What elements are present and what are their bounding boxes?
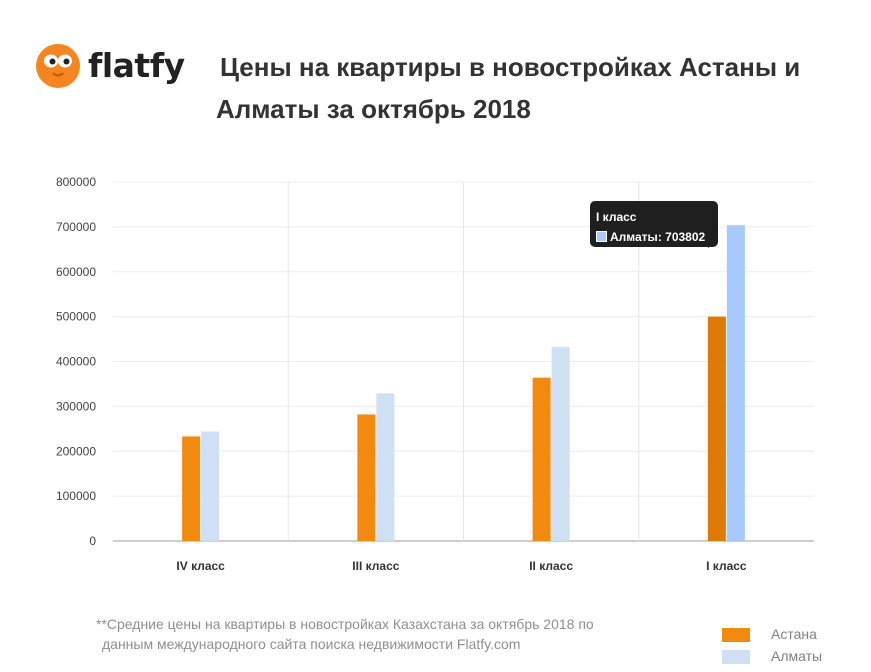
title-line-2: Алматы за октябрь 2018	[216, 94, 531, 124]
tooltip-row: Алматы: 703802	[596, 227, 718, 247]
legend-swatch-almaty	[722, 650, 750, 664]
x-tick-label: IV класс	[176, 559, 225, 573]
footnote-line-2: данным международного сайта поиска недви…	[102, 636, 521, 652]
title-line-1: Цены на квартиры в новостройках Астаны и	[220, 52, 801, 82]
tooltip-category: I класс	[596, 210, 637, 224]
tooltip-swatch	[596, 231, 607, 242]
x-tick-label: II класс	[529, 559, 573, 573]
x-axis-labels: IV класс III класс II класс I класс	[176, 559, 747, 573]
bar-astana[interactable]	[182, 436, 201, 541]
footnote-line-1: **Средние цены на квартиры в новостройка…	[96, 616, 594, 632]
chart-title: Цены на квартиры в новостройках Астаны и…	[216, 46, 816, 130]
bar-almaty[interactable]	[376, 393, 395, 541]
y-tick-label: 300000	[56, 399, 96, 413]
tooltip-value: 703802	[665, 230, 706, 244]
flatfy-logo: flatfy	[36, 42, 185, 88]
bar-almaty[interactable]	[201, 431, 220, 541]
y-tick-label: 700000	[56, 220, 96, 234]
y-tick-label: 0	[89, 534, 96, 548]
bar-astana[interactable]	[357, 414, 376, 541]
legend-swatch-astana	[722, 628, 750, 642]
legend-label-almaty: Алматы	[771, 648, 823, 664]
y-tick-label: 400000	[56, 355, 96, 369]
footnote: **Средние цены на квартиры в новостройка…	[96, 614, 656, 654]
bar-almaty[interactable]	[551, 347, 570, 541]
x-tick-label: III класс	[352, 559, 399, 573]
chart-tooltip: I класс Алматы: 703802	[590, 201, 718, 247]
y-tick-label: 500000	[56, 310, 96, 324]
tooltip-pointer	[708, 236, 716, 248]
legend-label-astana: Астана	[771, 626, 817, 642]
brand-name: flatfy	[88, 46, 185, 85]
bar-astana[interactable]	[532, 377, 551, 541]
chart-bars	[182, 225, 745, 541]
bar-almaty[interactable]	[726, 225, 745, 541]
bar-astana[interactable]	[707, 316, 726, 541]
tooltip-series: Алматы	[610, 230, 658, 244]
y-tick-label: 200000	[56, 444, 96, 458]
owl-logo-icon	[36, 44, 80, 88]
y-tick-label: 100000	[56, 489, 96, 503]
y-tick-label: 800000	[56, 175, 96, 189]
x-tick-label: I класс	[706, 559, 747, 573]
y-axis-ticks: 0 100000 200000 300000 400000 500000 600000 700…	[56, 175, 96, 548]
y-tick-label: 600000	[56, 265, 96, 279]
